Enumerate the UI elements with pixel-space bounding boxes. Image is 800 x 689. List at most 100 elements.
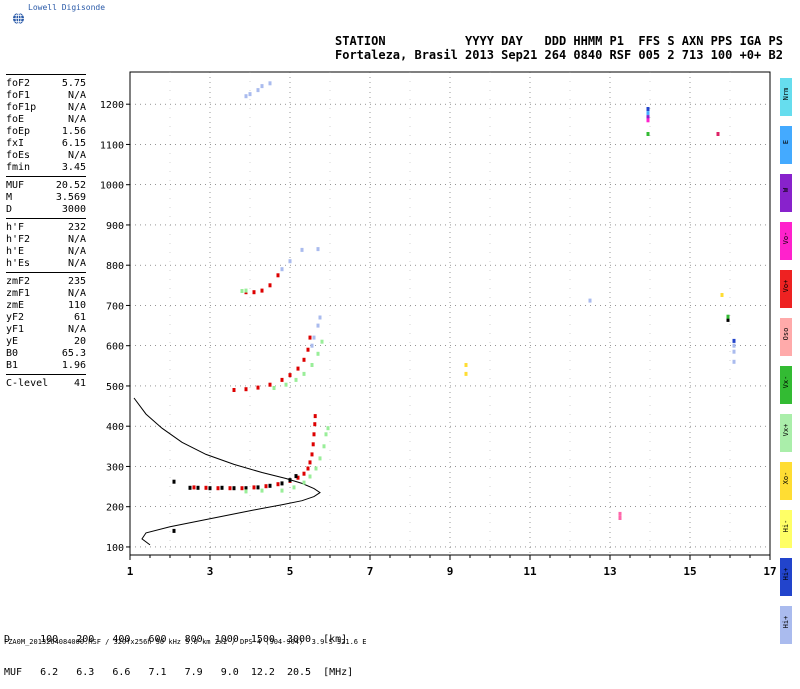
echo-point (310, 452, 314, 457)
header-labels: STATION YYYY DAY DDD HHMM P1 FFS S AXN P… (335, 34, 783, 48)
param-label: foF2 (6, 78, 31, 89)
echo-point (302, 480, 306, 485)
param-value: 20 (73, 336, 86, 347)
param-label: fmin (6, 162, 31, 173)
x-tick-label: 15 (683, 565, 696, 578)
param-row: foEs N/A (6, 150, 86, 162)
echo-point (296, 366, 300, 371)
y-tick-label: 700 (106, 301, 124, 312)
echo-point (464, 371, 468, 376)
echo-point (272, 386, 276, 390)
y-tick-label: 1200 (100, 100, 124, 111)
y-tick-label: 1100 (100, 140, 124, 151)
param-value: 1.96 (61, 360, 86, 371)
echo-point (312, 335, 316, 340)
legend-label: Vo+ (782, 279, 790, 293)
polarization-legend: Nrm E W Vo- Vo+ Oso Vx- Vx+ Xo- Hi- Hi+ Hi+ (780, 78, 792, 654)
logo-text: Lowell Digisonde (28, 3, 106, 12)
echo-point (618, 511, 622, 516)
echo-point (280, 267, 284, 272)
echo-point (260, 84, 264, 89)
legend-swatch: Hi+ (780, 606, 792, 644)
echo-point (288, 373, 292, 378)
param-label: zmE (6, 300, 25, 311)
x-tick-label: 13 (603, 565, 616, 578)
x-tick-label: 3 (207, 565, 214, 578)
param-row: zmE 110 (6, 300, 86, 312)
x-tick-label: 9 (447, 565, 454, 578)
y-tick-label: 400 (106, 422, 124, 433)
legend-swatch: W (780, 174, 792, 212)
echo-point (276, 273, 280, 278)
echo-point (280, 377, 284, 382)
echo-point (244, 486, 248, 491)
param-label: foF1 (6, 90, 31, 101)
y-tick-label: 200 (106, 503, 124, 514)
echo-point (294, 474, 298, 479)
param-row: h'Es N/A (6, 258, 86, 270)
echo-point (172, 528, 176, 533)
echo-point (268, 483, 272, 488)
param-value: N/A (67, 102, 86, 113)
param-value: N/A (67, 258, 86, 269)
x-tick-label: 17 (763, 565, 776, 578)
legend-swatch: Vx- (780, 366, 792, 404)
legend-label: Nrm (782, 87, 790, 101)
echo-point (726, 314, 730, 319)
echo-point (302, 471, 306, 476)
echo-point (252, 290, 256, 295)
param-row: yF1 N/A (6, 324, 86, 336)
param-label: zmF2 (6, 276, 31, 287)
echo-point (316, 323, 320, 328)
echo-point (256, 485, 260, 490)
globe-icon (13, 12, 24, 25)
param-label: MUF (6, 180, 25, 191)
echo-point (322, 444, 326, 449)
echo-point (256, 88, 260, 93)
echo-point (284, 382, 288, 387)
param-value: 3.569 (55, 192, 86, 203)
y-tick-label: 800 (106, 261, 124, 272)
param-row: B1 1.96 (6, 360, 86, 372)
echo-point (232, 486, 236, 491)
scaled-parameters-panel: foF2 5.75 foF1 N/A foF1p N/A foE N/A foEp 1.56 fxI… (6, 72, 86, 390)
param-value: 20.52 (55, 180, 86, 191)
param-label: foEp (6, 126, 31, 137)
echo-point (188, 485, 192, 490)
param-row: foE N/A (6, 114, 86, 126)
param-label: foF1p (6, 102, 37, 113)
muf-table: D 100 200 400 600 800 1000 1500 3000 [km… (4, 612, 353, 689)
echo-point (232, 388, 236, 392)
header-values: Fortaleza, Brasil 2013 Sep21 264 0840 RS… (335, 48, 783, 62)
y-tick-label: 1000 (100, 181, 124, 192)
param-value: 235 (67, 276, 86, 287)
echo-point (646, 115, 650, 120)
param-row: D 3000 (6, 204, 86, 216)
echo-point (256, 385, 260, 390)
echo-point (204, 485, 208, 490)
param-row: yF2 61 (6, 312, 86, 324)
param-label: B1 (6, 360, 19, 371)
echo-point (260, 488, 264, 493)
electron-density-profile (133, 397, 321, 546)
echo-point (318, 456, 322, 461)
param-label: D (6, 204, 13, 215)
ionogram-chart: 1 3 5 7 9 11 13 15 17100200300400500600700800900… (100, 71, 777, 578)
legend-swatch: Nrm (780, 78, 792, 116)
echo-point (292, 485, 296, 490)
param-label: zmF1 (6, 288, 31, 299)
param-row: zmF2 235 (6, 276, 86, 288)
echo-point (216, 486, 220, 491)
echo-point (244, 387, 248, 392)
param-label: foE (6, 114, 25, 125)
echo-point (252, 485, 256, 490)
param-row: foF1 N/A (6, 90, 86, 102)
echo-point (244, 94, 248, 99)
echo-point (220, 485, 224, 490)
param-row: fmin 3.45 (6, 162, 86, 174)
param-row: foF1p N/A (6, 102, 86, 114)
param-value: 41 (73, 378, 86, 389)
param-row: zmF1 N/A (6, 288, 86, 300)
param-value: 3.45 (61, 162, 86, 173)
param-value: 3000 (61, 204, 86, 215)
